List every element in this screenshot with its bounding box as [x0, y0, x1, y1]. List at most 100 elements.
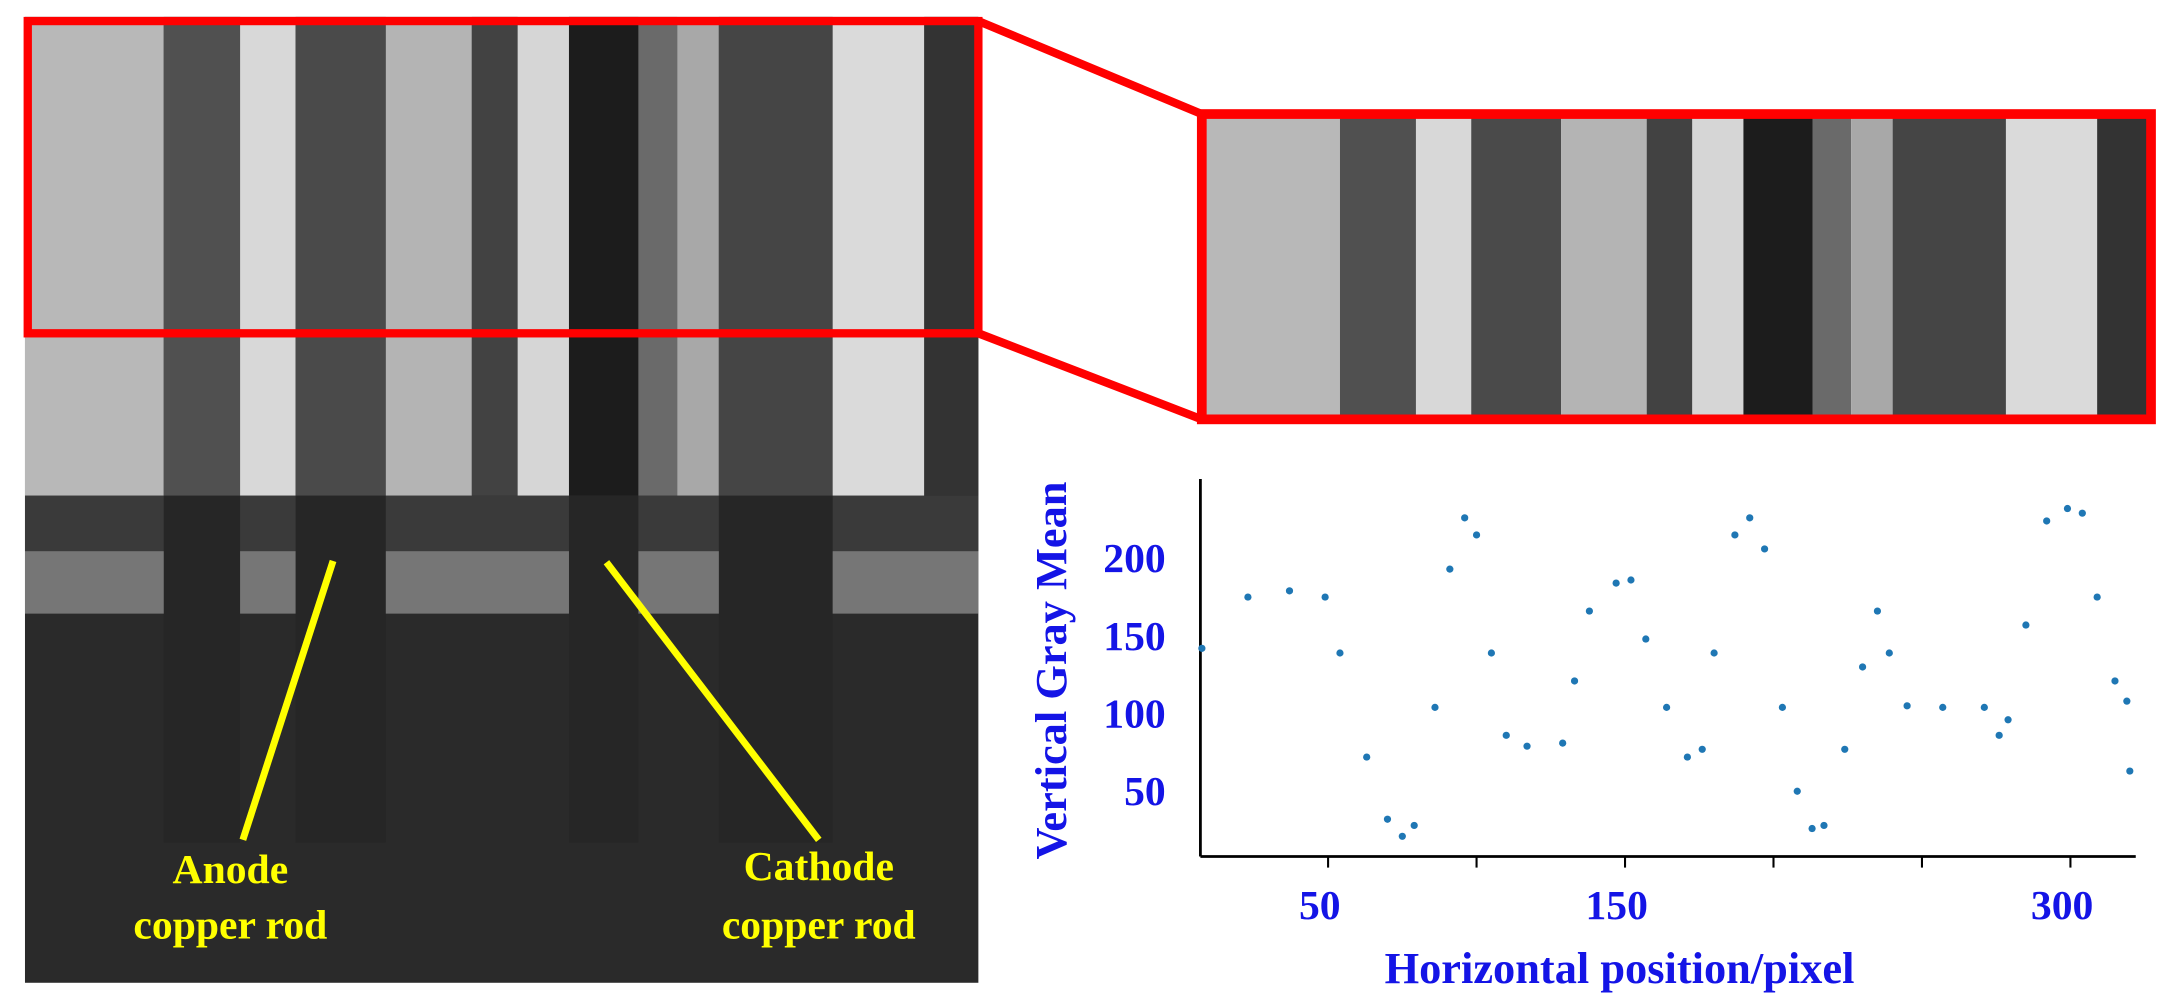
selection-box — [23, 16, 983, 338]
stripe — [1415, 114, 1472, 420]
data-point — [1903, 702, 1911, 710]
data-point — [1472, 531, 1481, 539]
data-point — [2043, 517, 2051, 525]
data-point — [2022, 621, 2030, 629]
data-point — [1502, 731, 1510, 739]
stripe — [924, 16, 979, 496]
data-point — [1336, 649, 1344, 657]
stripe — [517, 16, 569, 496]
data-point — [2078, 509, 2086, 517]
data-point — [1793, 787, 1801, 795]
stripe — [1812, 114, 1852, 420]
y-axis-title: Vertical Gray Mean — [1026, 481, 1076, 859]
stripe — [1743, 114, 1813, 420]
data-point — [1244, 593, 1252, 601]
data-point — [1731, 531, 1739, 539]
data-point — [1683, 753, 1691, 761]
plot: 50 100 150 200 50 150 300 — [1103, 479, 2136, 929]
data-point — [1873, 607, 1882, 615]
x-tick-label: 50 — [1299, 883, 1341, 929]
data-point — [1858, 663, 1867, 671]
x-axis-title: Horizontal position/pixel — [1385, 943, 1855, 993]
stripe — [1646, 114, 1693, 420]
data-point — [1662, 703, 1671, 711]
stripe — [163, 16, 241, 496]
stripe — [718, 16, 833, 496]
data-point — [1980, 703, 1988, 711]
data-point — [1995, 731, 2003, 739]
data-point — [2063, 504, 2072, 513]
annotation: Anode — [173, 847, 289, 893]
zoom-connector — [976, 17, 1204, 118]
x-tick-label: 300 — [2031, 883, 2093, 929]
data-point — [1808, 824, 1816, 833]
annotation: Cathode — [744, 844, 894, 890]
y-tick-label: 200 — [1103, 536, 1165, 582]
stripe — [1339, 114, 1416, 420]
data-point — [2004, 716, 2012, 724]
data-point — [1939, 703, 1947, 711]
data-point — [1410, 821, 1418, 830]
rod — [568, 495, 639, 843]
stripe — [1692, 114, 1744, 420]
y-tick-label: 50 — [1124, 769, 1166, 815]
data-point — [1431, 703, 1439, 711]
rod — [718, 495, 833, 843]
data-point — [2111, 677, 2119, 685]
data-point — [2093, 593, 2101, 601]
stripe — [677, 16, 719, 496]
data-point — [1321, 593, 1329, 601]
data-point — [1760, 545, 1769, 553]
data-point — [1559, 739, 1567, 747]
data-point — [1746, 514, 1754, 522]
y-tick-label: 100 — [1103, 691, 1165, 737]
data-point — [2126, 767, 2134, 775]
stripe — [1201, 114, 1340, 420]
zoomed-photo — [1201, 114, 2152, 420]
rod — [163, 495, 241, 843]
data-point — [1487, 649, 1496, 657]
data-point — [1198, 644, 1206, 652]
data-point — [2123, 697, 2131, 705]
data-point — [1710, 649, 1718, 657]
data-point — [1885, 649, 1893, 657]
stripe — [2097, 114, 2152, 420]
stripe — [2005, 114, 2098, 420]
stripe — [471, 16, 518, 496]
pointer-line — [239, 559, 337, 841]
pointer-line — [603, 560, 822, 842]
photo — [24, 16, 979, 983]
data-point — [1585, 607, 1594, 615]
stripe — [832, 16, 925, 496]
stripe — [295, 16, 386, 496]
stripe — [568, 16, 639, 496]
data-point — [1642, 635, 1650, 643]
annotation: copper rod — [133, 902, 327, 948]
data-point — [1461, 514, 1469, 522]
stripe — [638, 16, 678, 496]
data-point — [1820, 821, 1828, 830]
zoom-connector — [976, 329, 1204, 424]
data-point — [1570, 677, 1579, 685]
data-point — [1698, 745, 1706, 753]
zoom-box — [1196, 109, 2156, 425]
data-point — [1778, 703, 1787, 711]
data-point — [1523, 742, 1531, 750]
stripe — [1892, 114, 2006, 420]
stripe — [385, 16, 472, 496]
data-point — [1398, 832, 1406, 840]
data-point — [1363, 753, 1371, 761]
data-point — [1612, 579, 1620, 587]
y-tick-label: 150 — [1103, 614, 1165, 660]
stripe — [1851, 114, 1893, 420]
data-point — [1841, 745, 1849, 753]
data-point — [1285, 587, 1294, 595]
data-point — [1383, 815, 1392, 823]
stripe — [1471, 114, 1562, 420]
data-point — [1446, 565, 1454, 573]
x-tick-label: 150 — [1585, 883, 1647, 929]
data-point — [1627, 576, 1635, 584]
stripe — [240, 16, 296, 496]
stripe — [24, 16, 164, 496]
